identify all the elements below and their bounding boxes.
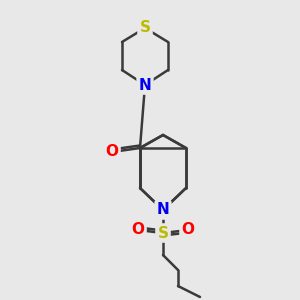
Text: O: O: [106, 145, 118, 160]
Text: N: N: [139, 77, 152, 92]
Text: S: S: [140, 20, 151, 35]
Text: O: O: [131, 223, 145, 238]
Text: O: O: [182, 223, 194, 238]
Text: S: S: [158, 226, 169, 241]
Text: N: N: [157, 202, 169, 217]
